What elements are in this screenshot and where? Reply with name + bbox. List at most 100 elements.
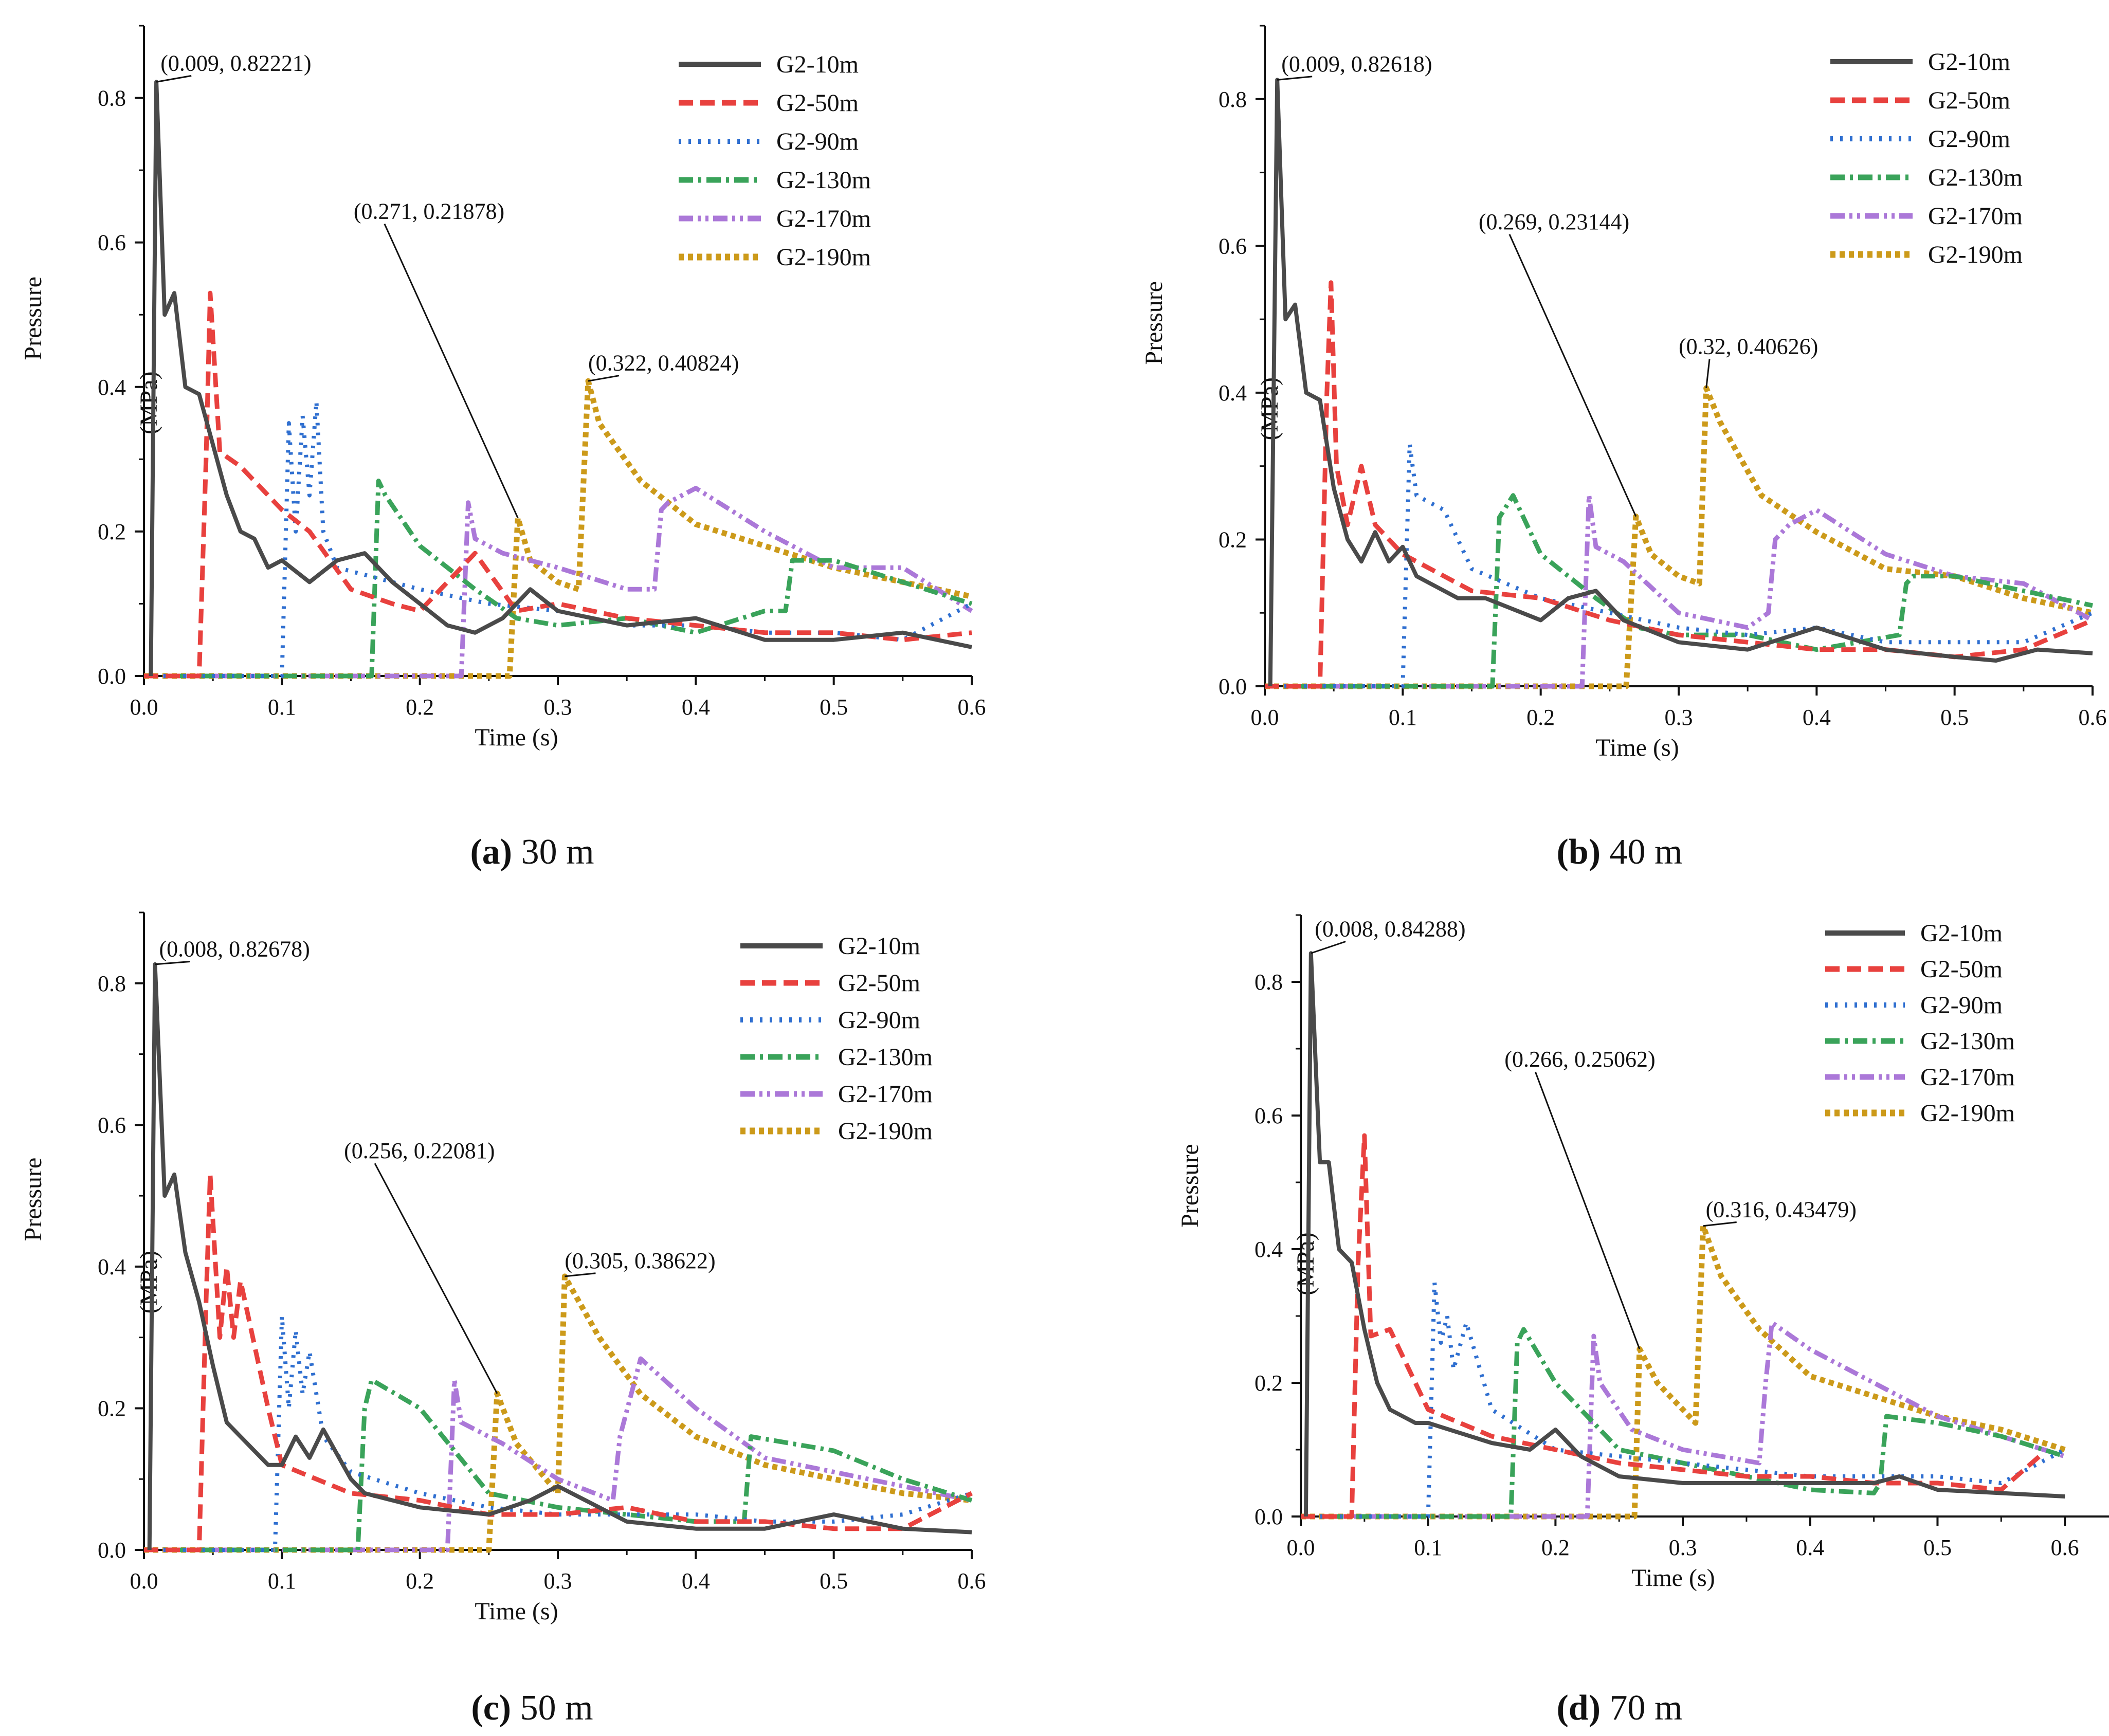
annotation-label: (0.008, 0.82678) bbox=[159, 937, 310, 962]
x-tick-label: 0.5 bbox=[820, 1568, 848, 1594]
panel-caption: (c) 50 m bbox=[471, 1688, 593, 1728]
x-tick-label: 0.4 bbox=[1796, 1535, 1824, 1560]
y-axis-unit: (MPa) bbox=[135, 1251, 162, 1314]
caption-letter: (d) bbox=[1556, 1688, 1601, 1728]
series-line-g2-10m bbox=[1303, 951, 2065, 1517]
annotation-label: (0.32, 0.40626) bbox=[1679, 334, 1818, 359]
annotation-label: (0.269, 0.23144) bbox=[1479, 209, 1629, 234]
series-line-g2-90m bbox=[1265, 442, 2094, 688]
legend-label-g2-10m: G2-10m bbox=[776, 51, 859, 78]
series-line-g2-50m bbox=[1301, 1133, 2041, 1519]
y-tick-label: 0.2 bbox=[98, 519, 126, 544]
annotation-leader bbox=[1705, 359, 1711, 389]
annotation-leader bbox=[1277, 76, 1313, 81]
chart-panel-b: 0.0 0.1 0.2 0.3 0.4 0.5 0.6 0.0 0.2 0.4 0.6 0.8 Time… bbox=[1140, 25, 2107, 872]
chart-panel-c: 0.0 0.1 0.2 0.3 0.4 0.5 0.6 0.0 0.2 0.4 0.6 0.8 Time… bbox=[20, 911, 986, 1728]
series-line-g2-170m bbox=[1265, 493, 2094, 689]
y-tick-label: 0.8 bbox=[1255, 970, 1283, 995]
series-line-g2-90m bbox=[144, 399, 973, 678]
x-tick-label: 0.0 bbox=[130, 1568, 158, 1594]
annotation-label: (0.271, 0.21878) bbox=[354, 199, 504, 224]
caption-text: 70 m bbox=[1601, 1688, 1682, 1728]
x-tick-label: 0.0 bbox=[130, 695, 158, 720]
series-line-g2-90m bbox=[144, 1314, 973, 1552]
x-tick-label: 0.2 bbox=[1526, 705, 1555, 730]
x-tick-label: 0.0 bbox=[1287, 1535, 1315, 1560]
series-line-g2-10m bbox=[149, 80, 972, 677]
x-tick-label: 0.6 bbox=[2051, 1535, 2079, 1560]
x-tick-label: 0.1 bbox=[268, 695, 296, 720]
y-tick-label: 0.2 bbox=[1219, 527, 1247, 552]
annotation-leader bbox=[374, 1163, 498, 1394]
legend-label-g2-130m: G2-130m bbox=[838, 1044, 933, 1071]
legend-label-g2-50m: G2-50m bbox=[776, 89, 859, 117]
legend-label-g2-130m: G2-130m bbox=[776, 167, 871, 194]
legend-label-g2-130m: G2-130m bbox=[1920, 1028, 2015, 1055]
chart-panel-d: 0.0 0.1 0.2 0.3 0.4 0.5 0.6 0.0 0.2 0.4 0.6 0.8 Time… bbox=[1176, 914, 2109, 1728]
y-tick-label: 0.6 bbox=[1219, 233, 1247, 259]
y-tick-label: 0.0 bbox=[98, 1538, 126, 1563]
legend-label-g2-190m: G2-190m bbox=[776, 244, 871, 271]
y-tick-label: 0.2 bbox=[98, 1396, 126, 1421]
legend-label-g2-50m: G2-50m bbox=[838, 970, 920, 997]
x-tick-label: 0.2 bbox=[1541, 1535, 1570, 1560]
annotation-label: (0.322, 0.40824) bbox=[588, 351, 739, 376]
caption-text: 40 m bbox=[1601, 832, 1682, 872]
legend-label-g2-190m: G2-190m bbox=[1928, 241, 2023, 268]
annotation-label: (0.316, 0.43479) bbox=[1706, 1197, 1857, 1222]
annotation-label: (0.256, 0.22081) bbox=[344, 1138, 495, 1163]
annotation-leader bbox=[1311, 941, 1346, 954]
y-tick-label: 0.0 bbox=[1219, 674, 1247, 699]
y-tick-label: 0.4 bbox=[1219, 380, 1247, 406]
y-tick-label: 0.8 bbox=[98, 86, 126, 111]
x-tick-label: 0.3 bbox=[544, 695, 572, 720]
x-axis-title: Time (s) bbox=[1595, 734, 1679, 761]
y-tick-label: 0.6 bbox=[98, 230, 126, 255]
x-tick-label: 0.4 bbox=[682, 695, 710, 720]
y-tick-label: 0.6 bbox=[98, 1112, 126, 1138]
x-tick-label: 0.5 bbox=[1923, 1535, 1952, 1560]
y-tick-label: 0.8 bbox=[98, 971, 126, 996]
x-tick-label: 0.4 bbox=[1803, 705, 1831, 730]
y-tick-label: 0.0 bbox=[98, 664, 126, 689]
series-line-g2-170m bbox=[144, 486, 973, 679]
y-tick-label: 0.4 bbox=[98, 1254, 126, 1280]
x-axis-title: Time (s) bbox=[475, 724, 558, 751]
series-line-g2-90m bbox=[1301, 1281, 2066, 1519]
y-axis-title: Pressure bbox=[1176, 1144, 1204, 1228]
caption-letter: (b) bbox=[1556, 832, 1601, 872]
annotation-leader bbox=[155, 961, 190, 965]
y-tick-label: 0.6 bbox=[1255, 1103, 1283, 1128]
legend-label-g2-170m: G2-170m bbox=[1920, 1064, 2015, 1091]
y-tick-label: 0.2 bbox=[1255, 1370, 1283, 1396]
x-tick-label: 0.3 bbox=[1669, 1535, 1697, 1560]
series-line-g2-10m bbox=[1268, 78, 2093, 687]
series-line-g2-130m bbox=[144, 479, 973, 679]
annotation-label: (0.305, 0.38622) bbox=[565, 1248, 715, 1273]
x-tick-label: 0.3 bbox=[1665, 705, 1693, 730]
annotation-leader bbox=[384, 223, 519, 519]
annotation-label: (0.008, 0.84288) bbox=[1315, 917, 1465, 942]
y-axis-title: Pressure bbox=[20, 1158, 47, 1241]
caption-text: 50 m bbox=[511, 1688, 593, 1728]
legend-label-g2-90m: G2-90m bbox=[838, 1007, 920, 1034]
annotation-leader bbox=[156, 75, 192, 83]
legend-label-g2-90m: G2-90m bbox=[776, 128, 859, 155]
legend-label-g2-10m: G2-10m bbox=[838, 933, 920, 960]
y-tick-label: 0.4 bbox=[98, 375, 126, 400]
x-tick-label: 0.1 bbox=[1414, 1535, 1442, 1560]
y-tick-label: 0.8 bbox=[1219, 87, 1247, 112]
legend-label-g2-190m: G2-190m bbox=[1920, 1100, 2015, 1127]
x-tick-label: 0.3 bbox=[544, 1568, 572, 1594]
y-tick-label: 0.0 bbox=[1255, 1504, 1283, 1529]
annotation-leader bbox=[1534, 1071, 1641, 1349]
legend-label-g2-90m: G2-90m bbox=[1928, 125, 2010, 153]
legend-label-g2-50m: G2-50m bbox=[1928, 87, 2010, 114]
legend-label-g2-170m: G2-170m bbox=[838, 1081, 933, 1108]
y-tick-label: 0.4 bbox=[1255, 1237, 1283, 1262]
legend-label-g2-170m: G2-170m bbox=[776, 205, 871, 232]
x-tick-label: 0.6 bbox=[958, 695, 986, 720]
legend-label-g2-10m: G2-10m bbox=[1928, 48, 2010, 76]
annotation-leader bbox=[565, 1272, 596, 1277]
